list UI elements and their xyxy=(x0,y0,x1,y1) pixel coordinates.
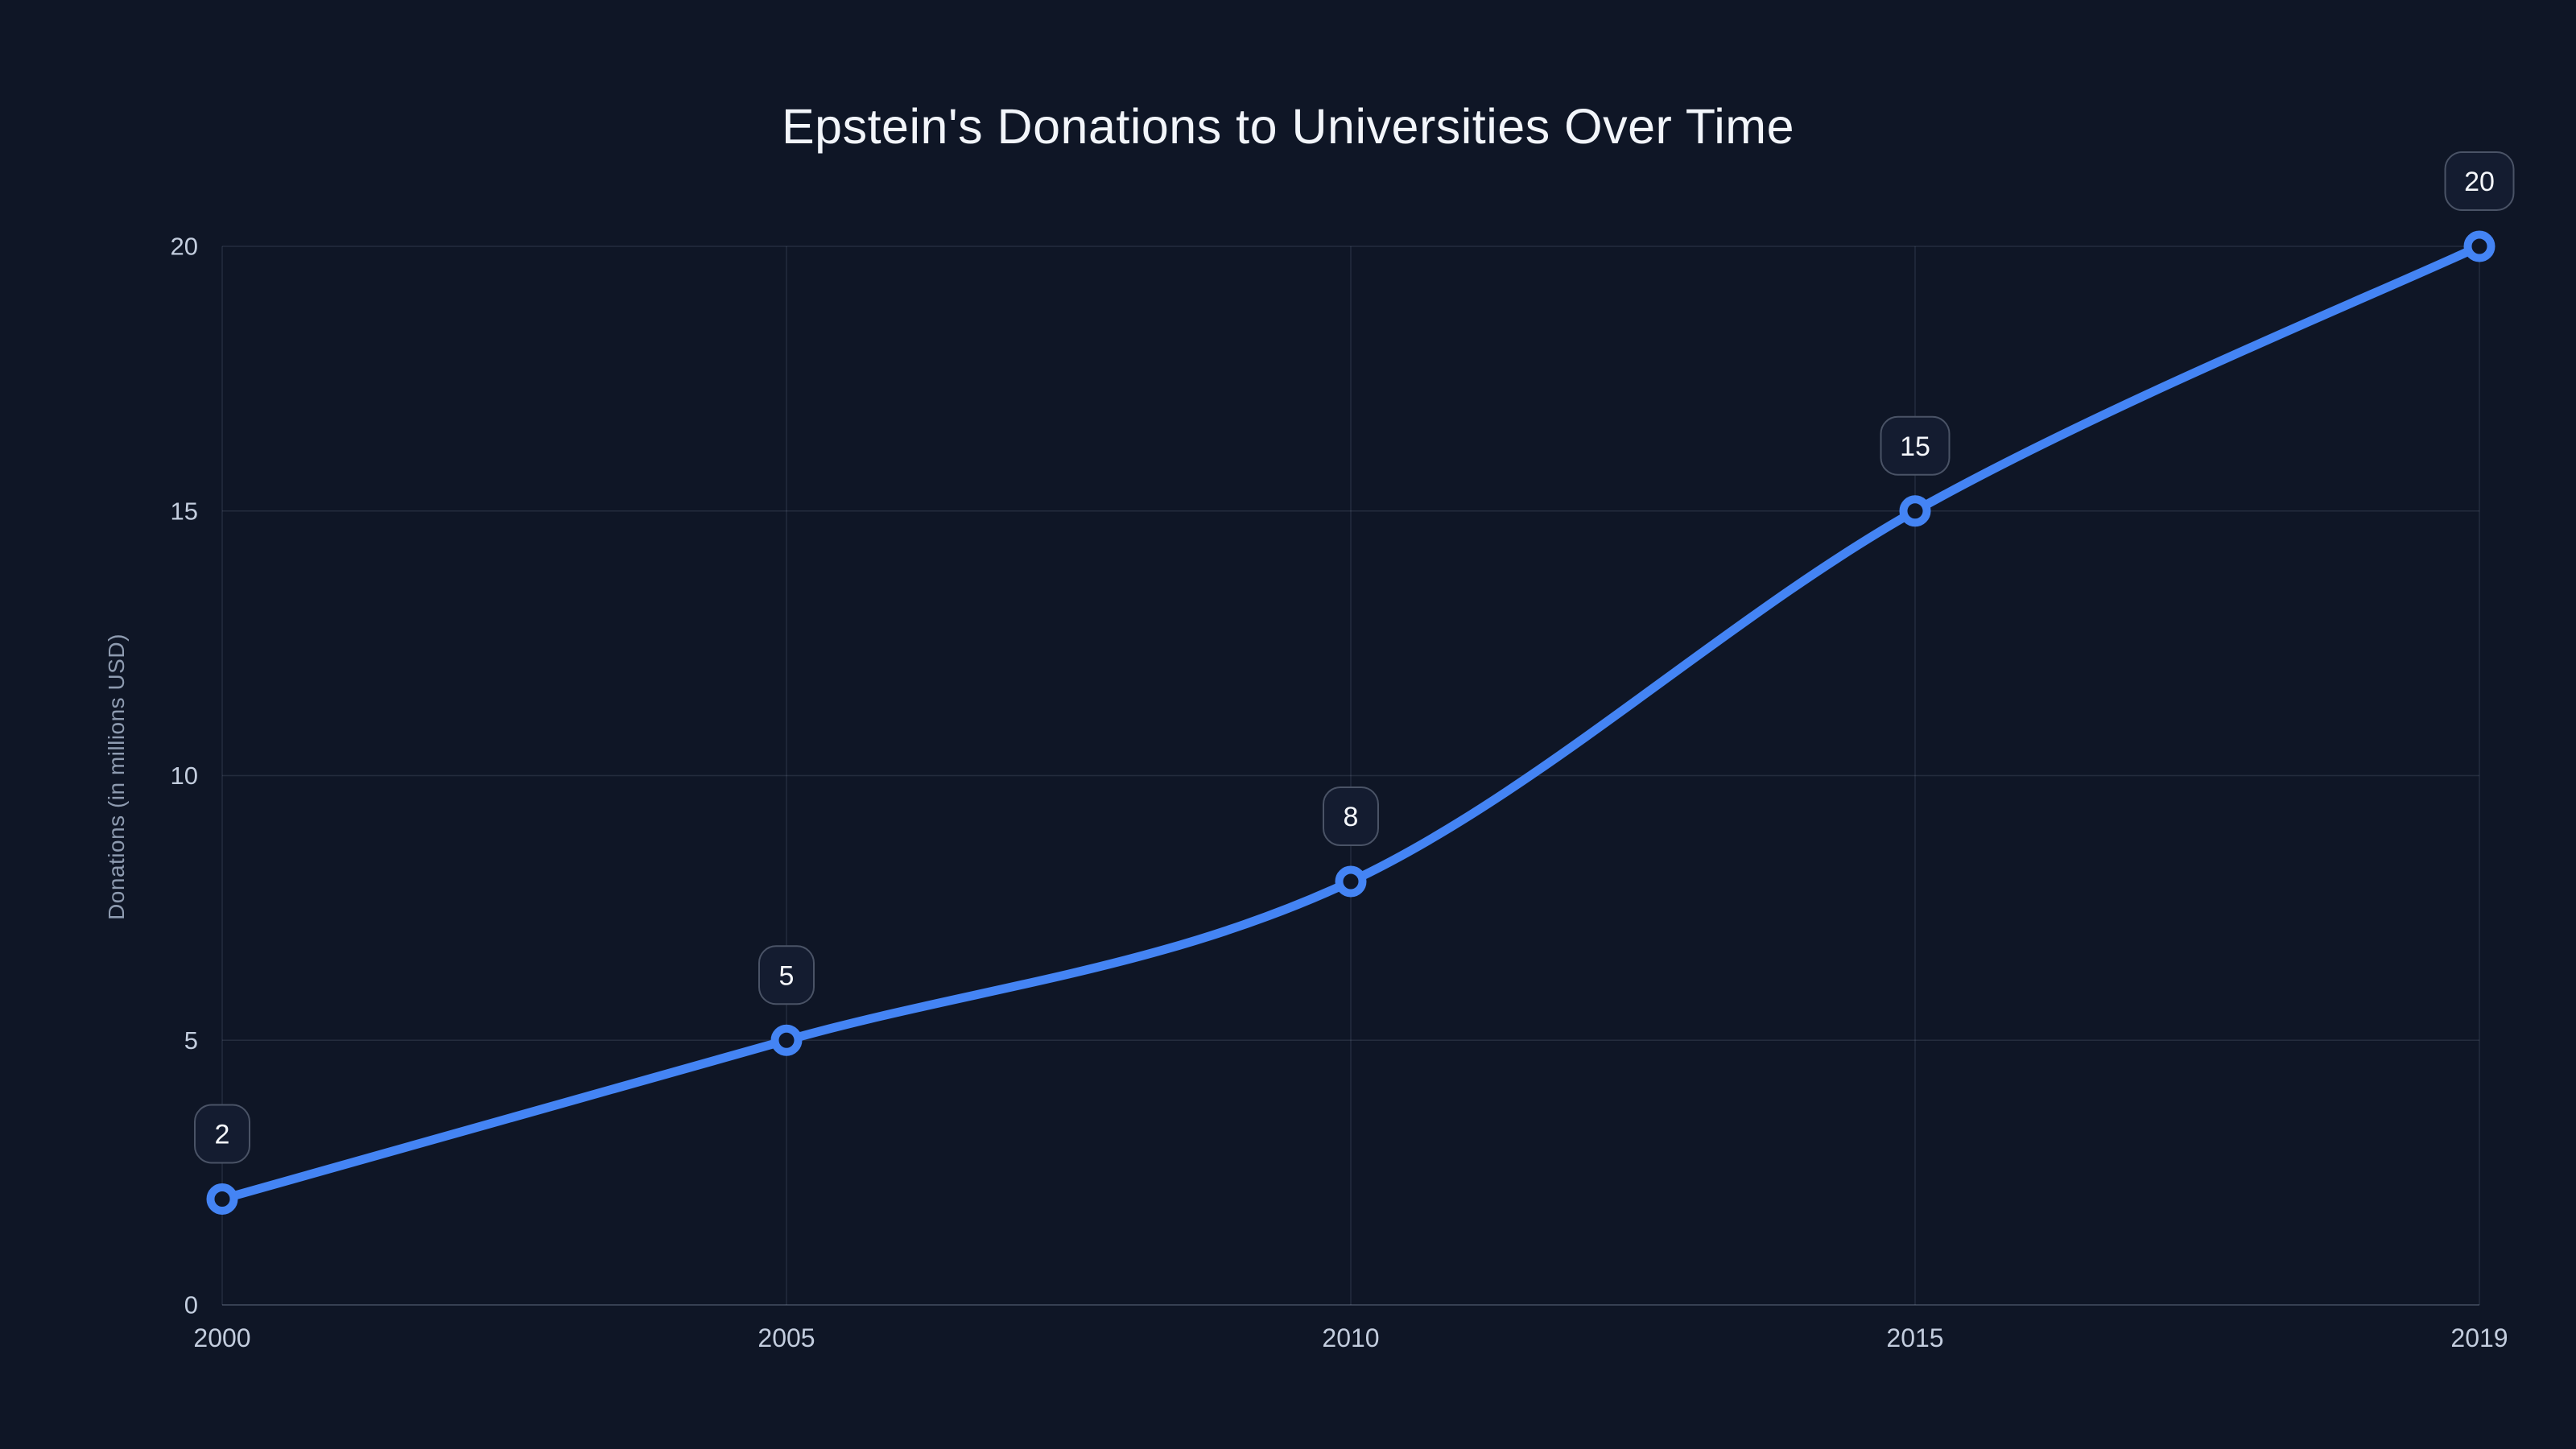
chart-title: Epstein's Donations to Universities Over… xyxy=(781,99,1795,154)
data-point-marker[interactable] xyxy=(206,1183,238,1215)
x-tick-label: 2019 xyxy=(2450,1323,2508,1352)
data-label-badge xyxy=(2444,151,2515,211)
data-label-badge xyxy=(194,1104,250,1164)
data-label-value: 15 xyxy=(1900,431,1930,462)
data-point-marker[interactable] xyxy=(1899,495,1931,527)
y-tick-label: 10 xyxy=(171,762,198,790)
data-label-value: 2 xyxy=(215,1120,230,1150)
x-tick-label: 2000 xyxy=(193,1323,250,1352)
y-tick-label: 20 xyxy=(171,233,198,261)
x-tick-label: 2015 xyxy=(1886,1323,1943,1352)
x-tick-label: 2005 xyxy=(758,1323,815,1352)
data-label-badge xyxy=(1880,415,1951,476)
data-label-value: 8 xyxy=(1344,802,1359,832)
data-point-marker[interactable] xyxy=(2463,230,2496,262)
data-label-value: 20 xyxy=(2464,167,2495,197)
data-point-marker[interactable] xyxy=(1335,865,1367,898)
data-label-value: 5 xyxy=(779,960,795,991)
y-tick-label: 5 xyxy=(184,1026,198,1055)
data-point-marker[interactable] xyxy=(770,1024,803,1056)
y-tick-label: 0 xyxy=(184,1291,198,1319)
y-tick-label: 15 xyxy=(171,497,198,525)
x-tick-label: 2010 xyxy=(1322,1323,1379,1352)
data-label-badge xyxy=(1323,786,1379,846)
data-label-badge xyxy=(758,945,815,1005)
